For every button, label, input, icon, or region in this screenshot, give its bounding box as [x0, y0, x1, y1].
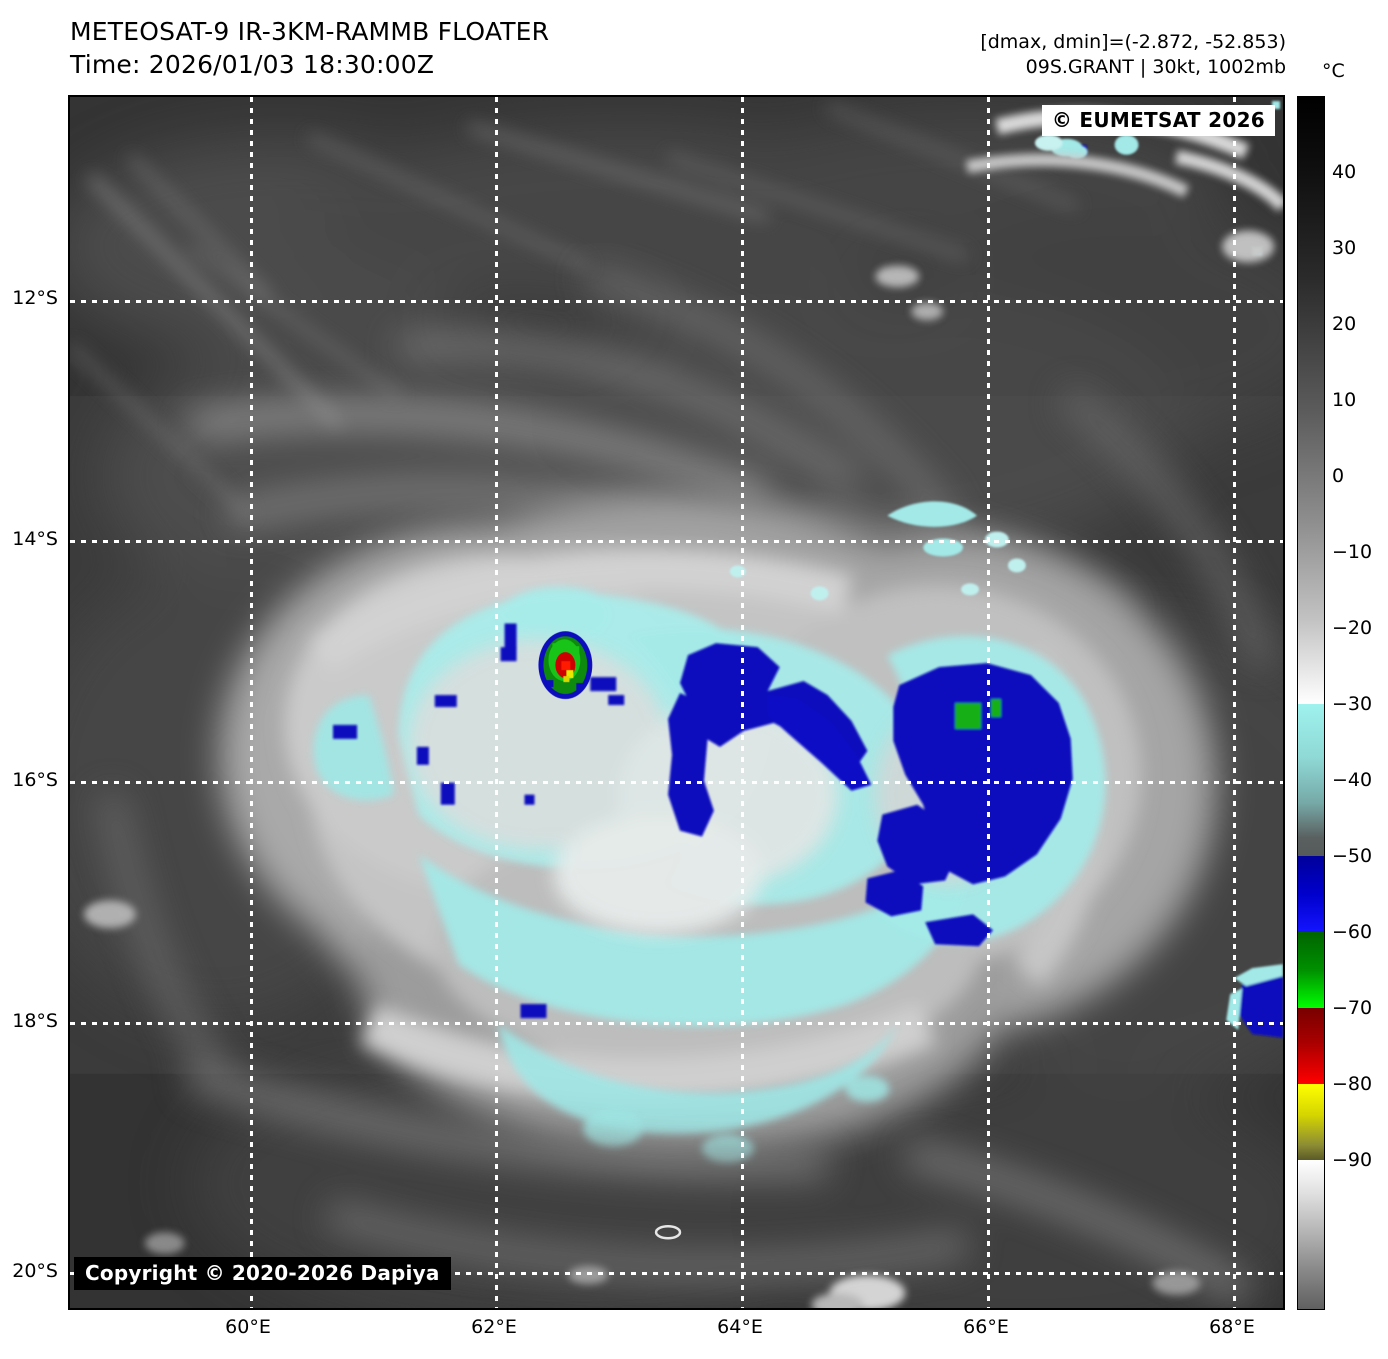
colorbar-segment-yellow-to-olive: [1298, 1084, 1324, 1160]
colorbar-tick-label: −60: [1332, 921, 1373, 943]
data-range-text: [dmax, dmin]=(-2.872, -52.853): [980, 31, 1286, 53]
ytick-label: 20°S: [12, 1260, 58, 1282]
colorbar-segment-grayscale-warm: [1298, 97, 1324, 704]
colorbar-tick-label: 0: [1332, 465, 1345, 487]
ytick-label: 16°S: [12, 769, 58, 791]
colorbar-tick-label: −20: [1332, 617, 1373, 639]
title-block: METEOSAT-9 IR-3KM-RAMMB FLOATER Time: 20…: [70, 16, 549, 81]
colorbar-segment-red: [1298, 1008, 1324, 1084]
xtick-label: 64°E: [717, 1316, 763, 1338]
colorbar-segment-blue: [1298, 856, 1324, 932]
colorbar-segment-white-to-gray: [1298, 1160, 1324, 1309]
timestamp: Time: 2026/01/03 18:30:00Z: [70, 49, 435, 79]
satellite-image-plot[interactable]: © EUMETSAT 2026 Copyright © 2020-2026 Da…: [68, 95, 1285, 1310]
ytick-label: 18°S: [12, 1010, 58, 1032]
colorbar-tick-label: −70: [1332, 997, 1373, 1019]
ytick-label: 14°S: [12, 528, 58, 550]
xtick-label: 66°E: [963, 1316, 1009, 1338]
page-title: METEOSAT-9 IR-3KM-RAMMB FLOATER: [70, 17, 550, 46]
xtick-label: 68°E: [1209, 1316, 1255, 1338]
ir-satellite-imagery: [70, 97, 1283, 1308]
xtick-label: 62°E: [471, 1316, 517, 1338]
colorbar-tick-label: −80: [1332, 1073, 1373, 1095]
copyright-watermark: Copyright © 2020-2026 Dapiya: [74, 1257, 451, 1290]
colorbar-tick-label: −90: [1332, 1149, 1373, 1171]
xtick-label: 60°E: [225, 1316, 271, 1338]
info-block: [dmax, dmin]=(-2.872, -52.853) 09S.GRANT…: [980, 30, 1286, 80]
colorbar-tick-label: −40: [1332, 769, 1373, 791]
colorbar-tick-label: −30: [1332, 693, 1373, 715]
colorbar-tick-label: 10: [1332, 389, 1357, 411]
colorbar-unit-label: °C: [1322, 60, 1345, 82]
colorbar-tick-label: 30: [1332, 237, 1357, 259]
colorbar-tick-label: −10: [1332, 541, 1373, 563]
colorbar[interactable]: [1297, 96, 1325, 1310]
storm-info-text: 09S.GRANT | 30kt, 1002mb: [1025, 56, 1286, 79]
colorbar-segment-green: [1298, 932, 1324, 1008]
ytick-label: 12°S: [12, 287, 58, 309]
colorbar-tick-label: 40: [1332, 161, 1357, 183]
colorbar-tick-label: −50: [1332, 845, 1373, 867]
colorbar-segment-cyan-to-gray: [1298, 704, 1324, 856]
eumetsat-watermark: © EUMETSAT 2026: [1041, 105, 1275, 136]
colorbar-tick-label: 20: [1332, 313, 1357, 335]
